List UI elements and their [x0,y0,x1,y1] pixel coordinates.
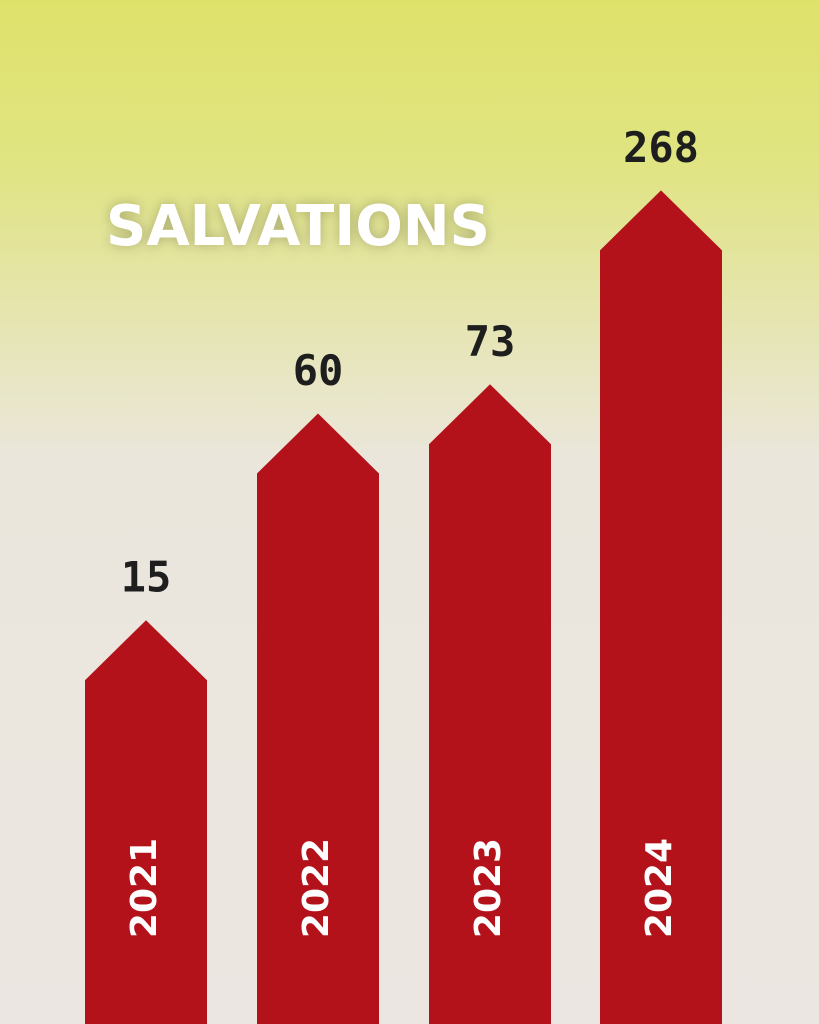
x-tick-label: 2021 [124,838,165,938]
x-tick-label: 2023 [468,838,509,938]
value-label: 60 [293,346,344,395]
x-tick-label: 2024 [639,838,680,938]
chart-title: SALVATIONS [106,194,490,259]
arrow-bar [600,190,722,1024]
arrow-bar [85,620,207,1024]
arrow-bar [429,384,551,1024]
arrow-bar [257,413,379,1024]
x-tick-label: 2022 [296,838,337,938]
value-label: 268 [623,123,699,172]
value-label: 73 [465,317,516,366]
value-label: 15 [121,553,172,602]
